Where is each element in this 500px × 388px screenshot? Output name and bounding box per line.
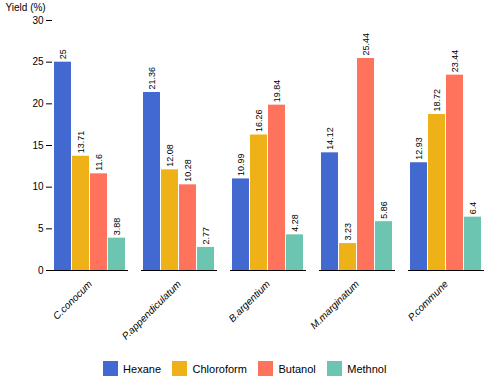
svg-text:10.99: 10.99: [236, 153, 246, 176]
svg-text:25: 25: [32, 56, 44, 67]
svg-text:5: 5: [38, 223, 44, 234]
svg-text:19.84: 19.84: [272, 80, 282, 103]
html-text:Hexane: Hexane: [123, 362, 161, 375]
svg-text:21.36: 21.36: [147, 67, 157, 90]
svg-text:P.appendiculatum: P.appendiculatum: [120, 278, 183, 341]
html-text:Methnol: Methnol: [347, 362, 387, 375]
svg-text:4.28: 4.28: [290, 214, 300, 232]
svg-text:20: 20: [32, 98, 44, 109]
svg-text:14.12: 14.12: [325, 127, 335, 150]
svg-text:10: 10: [32, 181, 44, 192]
svg-text:0: 0: [38, 265, 44, 276]
html-text:Butanol: Butanol: [278, 362, 316, 375]
svg-text:11.6: 11.6: [94, 154, 104, 171]
svg-text:M.marginatum: M.marginatum: [308, 278, 361, 331]
svg-text:12.93: 12.93: [414, 137, 424, 160]
svg-text:25.44: 25.44: [361, 33, 371, 56]
svg-text:6.4: 6.4: [468, 202, 478, 215]
svg-text:C.conocum: C.conocum: [51, 278, 95, 322]
svg-text:12.08: 12.08: [165, 144, 175, 167]
svg-text:25: 25: [58, 49, 68, 59]
svg-text:B.argentium: B.argentium: [226, 278, 272, 324]
svg-text:16.26: 16.26: [254, 109, 264, 132]
svg-text:18.72: 18.72: [432, 89, 442, 112]
svg-text:5.86: 5.86: [379, 201, 389, 219]
svg-text:23.44: 23.44: [450, 50, 460, 73]
svg-text:Yield (%): Yield (%): [6, 2, 46, 13]
svg-text:2.77: 2.77: [201, 227, 211, 245]
svg-text:10.28: 10.28: [183, 159, 193, 182]
svg-text:13.71: 13.71: [76, 131, 86, 154]
svg-text:3.23: 3.23: [343, 223, 353, 241]
svg-text:15: 15: [32, 140, 44, 151]
svg-text:3.88: 3.88: [112, 218, 122, 236]
html-text:Chloroform: Chloroform: [192, 362, 247, 375]
svg-text:30: 30: [32, 15, 44, 26]
svg-text:P.commune: P.commune: [406, 278, 451, 323]
